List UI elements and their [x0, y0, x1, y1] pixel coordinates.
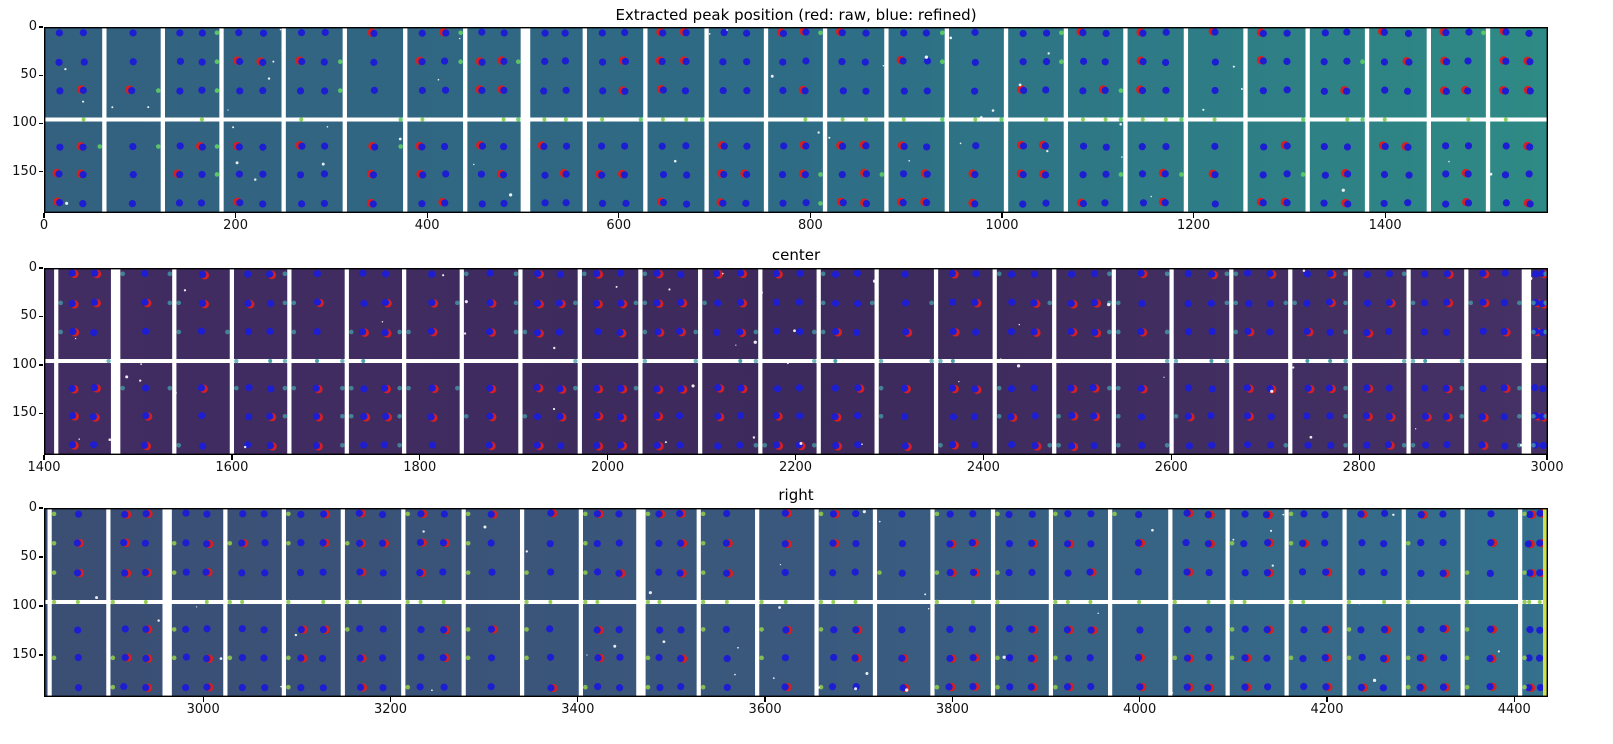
y-tick-label: 100	[12, 356, 37, 372]
x-tick-label: 1800	[403, 460, 437, 475]
x-tick-label: 3200	[373, 702, 408, 717]
x-tick-mark	[234, 213, 237, 218]
x-tick-label: 2200	[778, 460, 813, 475]
x-tick-mark	[1546, 455, 1548, 460]
x-tick-label: 1400	[1368, 218, 1402, 233]
x-tick-mark	[389, 697, 392, 702]
y-tick-mark	[38, 267, 43, 269]
panel-image-right	[44, 508, 1548, 697]
y-tick-label: 0	[28, 260, 37, 275]
x-tick-label: 0	[39, 218, 49, 233]
x-tick-label: 4000	[1123, 702, 1157, 717]
y-tick-label: 100	[12, 115, 37, 131]
y-tick-mark	[38, 122, 43, 125]
x-tick-label: 600	[606, 218, 632, 233]
x-tick-mark	[764, 697, 766, 702]
y-tick-label: 0	[28, 500, 37, 515]
x-tick-mark	[951, 697, 954, 702]
y-tick-label: 50	[20, 67, 37, 83]
y-tick-label: 0	[28, 19, 37, 34]
x-tick-mark	[809, 213, 812, 218]
x-tick-mark	[43, 455, 45, 460]
y-tick-mark	[38, 170, 43, 173]
y-tick-mark	[38, 74, 43, 76]
panel-title-left: Extracted peak position (red: raw, blue:…	[615, 6, 977, 24]
x-tick-label: 400	[414, 218, 440, 233]
x-tick-label: 800	[797, 218, 823, 233]
y-tick-mark	[38, 507, 43, 509]
panel-image-center	[44, 268, 1548, 455]
x-tick-label: 2400	[966, 460, 1000, 475]
x-tick-label: 1000	[985, 218, 1019, 233]
panel-title-center: center	[771, 246, 821, 264]
y-tick-mark	[38, 605, 43, 607]
x-tick-label: 4400	[1497, 702, 1531, 717]
x-tick-mark	[1170, 455, 1172, 460]
x-tick-mark	[43, 213, 45, 218]
x-tick-mark	[1139, 697, 1141, 702]
y-tick-label: 150	[12, 646, 37, 662]
x-tick-label: 2000	[591, 460, 625, 475]
y-tick-label: 50	[20, 308, 37, 324]
x-tick-label: 1400	[27, 460, 61, 475]
x-tick-label: 3600	[748, 702, 782, 717]
y-tick-label: 100	[12, 597, 37, 613]
x-tick-label: 3400	[561, 702, 595, 717]
x-tick-mark	[1513, 697, 1515, 702]
x-tick-label: 2600	[1154, 460, 1188, 475]
x-tick-mark	[577, 697, 579, 702]
x-tick-mark	[1192, 213, 1195, 218]
x-tick-label: 1600	[215, 460, 249, 475]
x-tick-mark	[202, 697, 204, 702]
y-tick-label: 50	[20, 548, 37, 564]
x-tick-mark	[426, 213, 428, 218]
x-tick-label: 3000	[1530, 460, 1564, 475]
x-tick-mark	[1326, 697, 1328, 702]
y-tick-mark	[38, 556, 43, 558]
x-tick-mark	[231, 455, 233, 460]
x-tick-mark	[794, 455, 797, 460]
y-tick-label: 150	[12, 163, 37, 179]
x-tick-label: 1200	[1177, 218, 1211, 233]
y-tick-mark	[38, 364, 43, 366]
panel-axes-left	[44, 27, 1548, 213]
panel-image-left	[44, 27, 1548, 213]
x-tick-label: 4200	[1310, 702, 1344, 717]
panel-title-right: right	[778, 486, 814, 504]
y-tick-label: 150	[12, 405, 37, 421]
x-tick-mark	[618, 213, 620, 218]
x-tick-label: 3800	[935, 702, 969, 717]
x-tick-mark	[419, 455, 421, 460]
x-tick-label: 200	[223, 218, 248, 233]
x-tick-label: 3000	[186, 702, 220, 717]
x-tick-mark	[982, 455, 985, 460]
panel-axes-right	[44, 508, 1548, 697]
x-tick-mark	[607, 455, 609, 460]
y-tick-mark	[38, 315, 43, 318]
x-tick-mark	[1001, 213, 1003, 218]
y-tick-mark	[38, 412, 43, 415]
panel-axes-center	[44, 268, 1548, 455]
x-tick-mark	[1384, 213, 1386, 218]
x-tick-mark	[1358, 455, 1360, 460]
y-tick-mark	[38, 26, 43, 28]
x-tick-label: 2800	[1342, 460, 1376, 475]
y-tick-mark	[38, 654, 43, 656]
